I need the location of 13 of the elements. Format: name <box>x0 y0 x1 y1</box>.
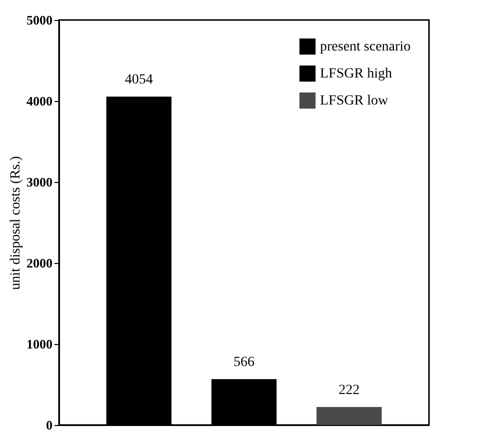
y-axis-title: unit disposal costs (Rs.) <box>8 156 24 290</box>
legend-label: LFSGR low <box>320 94 389 108</box>
y-tick-label: 3000 <box>26 174 52 190</box>
legend-label: present scenario <box>320 40 411 54</box>
y-tick-label: 4000 <box>26 94 52 108</box>
y-tick-label: 2000 <box>26 256 52 270</box>
data-label: 566 <box>234 355 254 370</box>
y-tick-label: 1000 <box>26 336 52 352</box>
y-tick-label: 5000 <box>26 12 52 28</box>
data-label: 4054 <box>124 72 153 88</box>
legend-label: LFSGR high <box>320 66 392 82</box>
y-tick-label: 0 <box>46 418 52 432</box>
data-label: 222 <box>338 383 360 398</box>
